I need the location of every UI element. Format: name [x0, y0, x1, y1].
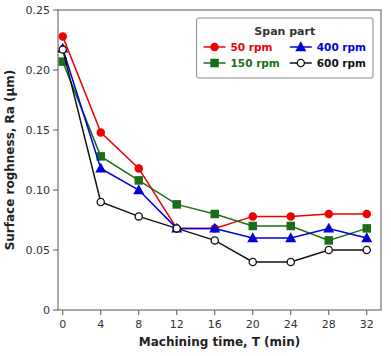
x-tick — [100, 310, 101, 315]
marker — [173, 225, 180, 232]
x-tick-label: 12 — [170, 318, 184, 331]
legend-label: 50 rpm — [231, 41, 273, 53]
marker — [324, 224, 333, 232]
marker — [211, 237, 218, 244]
y-tick-label: 0.15 — [26, 124, 51, 137]
legend: Span part 50 rpm 150 rpm 400 rpm 600 rpm — [197, 18, 373, 78]
chart: 0 4 8 12 16 20 24 28 32 0 0.05 0.10 0.15 0.20 0.25 Mach… — [0, 0, 391, 356]
legend-label: 400 rpm — [317, 41, 366, 53]
series — [59, 46, 370, 266]
series — [59, 58, 370, 244]
line — [63, 50, 367, 262]
legend-marker — [297, 59, 304, 66]
marker — [134, 186, 143, 194]
x-tick-label: 4 — [97, 318, 104, 331]
x-tick — [252, 310, 253, 315]
marker — [325, 210, 332, 217]
marker — [249, 222, 256, 229]
y-tick-label: 0.20 — [26, 64, 51, 77]
legend-item: 50 rpm — [204, 41, 273, 53]
x-tick-label: 0 — [59, 318, 66, 331]
x-axis-label: Machining time, T (min) — [139, 335, 301, 349]
marker — [59, 46, 66, 53]
plot-frame — [58, 10, 381, 310]
legend-title: Span part — [254, 25, 315, 38]
x-tick-label: 24 — [284, 318, 298, 331]
x-tick — [328, 310, 329, 315]
marker — [172, 224, 181, 232]
y-tick-label: 0.25 — [26, 4, 51, 17]
x-tick-label: 8 — [135, 318, 142, 331]
series — [59, 33, 370, 232]
marker — [286, 234, 295, 242]
legend-marker — [296, 43, 305, 51]
marker — [363, 225, 370, 232]
legend-label: 150 rpm — [231, 57, 280, 69]
marker — [173, 201, 180, 208]
legend-item: 400 rpm — [290, 41, 366, 53]
legend-item: 600 rpm — [290, 57, 366, 69]
y-tick-label: 0 — [43, 304, 50, 317]
marker — [363, 210, 370, 217]
legend-box — [197, 18, 373, 78]
marker — [362, 234, 371, 242]
marker — [287, 222, 294, 229]
legend-marker — [211, 59, 218, 66]
marker — [211, 210, 218, 217]
x-tick-label: 20 — [246, 318, 260, 331]
marker — [135, 165, 142, 172]
x-tick — [290, 310, 291, 315]
x-tick-label: 32 — [360, 318, 374, 331]
marker — [363, 246, 370, 253]
y-axis-label: Surface roghness, Ra (μm) — [3, 70, 17, 251]
legend-item: 150 rpm — [204, 57, 280, 69]
y-tick — [53, 310, 58, 311]
legend-marker — [211, 43, 218, 50]
marker — [135, 213, 142, 220]
marker — [210, 224, 219, 232]
x-tick — [176, 310, 177, 315]
y-tick — [53, 190, 58, 191]
marker — [287, 258, 294, 265]
x-tick — [62, 310, 63, 315]
marker — [325, 246, 332, 253]
marker — [96, 164, 105, 172]
line — [63, 36, 367, 228]
marker — [287, 213, 294, 220]
x-tick-label: 16 — [208, 318, 222, 331]
x-tick — [214, 310, 215, 315]
line — [63, 62, 367, 241]
y-tick — [53, 130, 58, 131]
marker — [173, 225, 180, 232]
marker — [135, 177, 142, 184]
legend-label: 600 rpm — [317, 57, 366, 69]
y-tick-label: 0.05 — [26, 244, 51, 257]
y-tick — [53, 70, 58, 71]
marker — [249, 258, 256, 265]
marker — [211, 225, 218, 232]
marker — [97, 198, 104, 205]
y-tick — [53, 10, 58, 11]
marker — [248, 234, 257, 242]
x-tick — [366, 310, 367, 315]
y-tick-label: 0.10 — [26, 184, 51, 197]
marker — [97, 129, 104, 136]
marker — [249, 213, 256, 220]
marker — [59, 33, 66, 40]
x-tick — [138, 310, 139, 315]
marker — [325, 237, 332, 244]
axes: 0 4 8 12 16 20 24 28 32 0 0.05 0.10 0.15 0.20 0.25 — [26, 4, 382, 331]
x-tick-label: 28 — [322, 318, 336, 331]
y-tick — [53, 250, 58, 251]
